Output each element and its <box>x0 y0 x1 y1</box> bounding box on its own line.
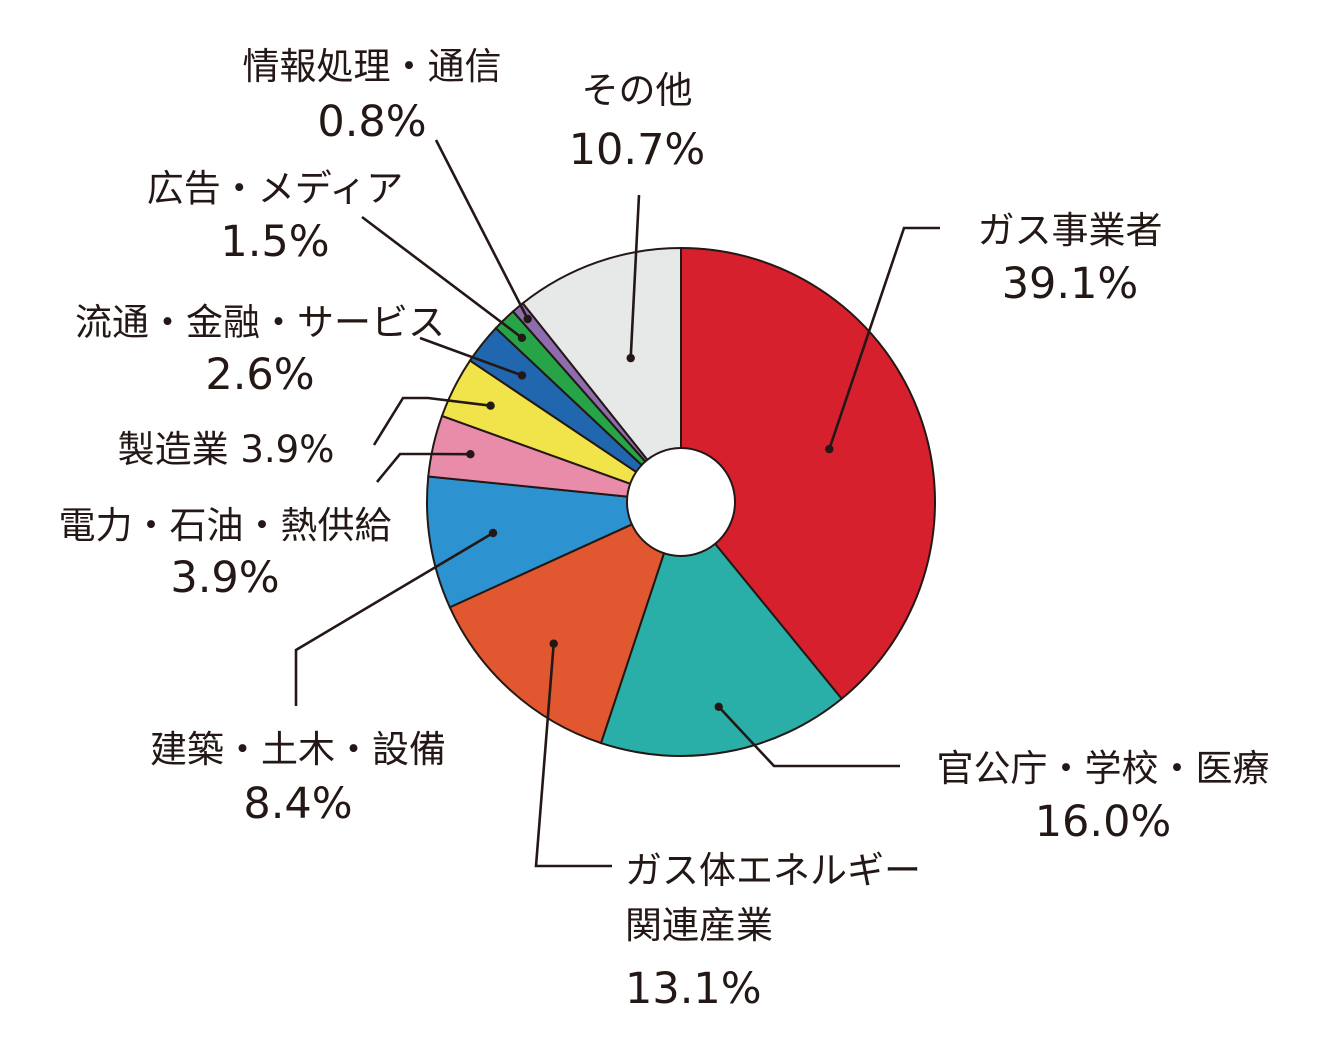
slice-value-label-1: 16.0% <box>1035 797 1172 847</box>
leader-line-6 <box>419 336 523 377</box>
slice-0 <box>680 246 936 701</box>
slice-value-label-3: 8.4% <box>243 779 352 829</box>
slice-1 <box>599 499 844 757</box>
slice-name-label-4: 電力・石油・熱供給 <box>59 504 392 547</box>
slice-3 <box>426 475 685 609</box>
slice-name-label-0: ガス事業者 <box>978 209 1163 252</box>
slice-name-label-2: ガス体エネルギー <box>625 849 921 892</box>
slice-name-label-6: 流通・金融・サービス <box>75 301 445 344</box>
slice-value-label-4: 3.9% <box>170 553 279 603</box>
donut-hole <box>626 447 736 557</box>
slice-2 <box>448 500 683 745</box>
leader-line-4 <box>375 452 471 483</box>
slice-9 <box>521 246 682 505</box>
slice-name-label-7: 広告・メディア <box>147 167 403 210</box>
slice-value-label-9: 10.7% <box>569 125 706 175</box>
slice-value-label-6: 2.6% <box>205 350 314 400</box>
slice-name-label-9: その他 <box>582 69 693 112</box>
leader-line-3 <box>294 531 494 706</box>
leader-line-7 <box>361 215 523 339</box>
slice-value-label-0: 39.1% <box>1002 259 1139 309</box>
leader-line-0 <box>828 226 940 450</box>
slice-name-label-5: 製造業 3.9% <box>118 428 335 471</box>
leader-line-9 <box>629 194 641 359</box>
leader-line-2 <box>534 643 612 868</box>
slice-value-label-8: 0.8% <box>317 97 426 147</box>
leader-lines <box>294 139 940 868</box>
leader-line-1 <box>717 705 900 768</box>
slice-name-label-3: 建築・土木・設備 <box>150 728 446 771</box>
slice-value-label-2: 13.1% <box>625 964 762 1014</box>
slice-name-label-2: 関連産業 <box>625 904 773 947</box>
slice-name-label-8: 情報処理・通信 <box>243 45 502 88</box>
slice-name-label-1: 官公庁・学校・医療 <box>937 747 1270 790</box>
slice-value-label-7: 1.5% <box>220 217 329 267</box>
leader-line-5 <box>372 396 491 446</box>
leader-line-8 <box>434 139 529 320</box>
